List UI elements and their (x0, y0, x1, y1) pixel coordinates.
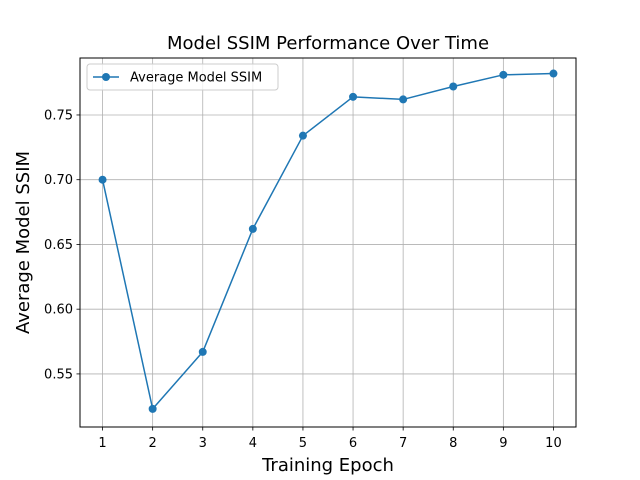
chart-title: Model SSIM Performance Over Time (167, 33, 489, 54)
x-tick-label: 9 (499, 436, 507, 451)
y-tick-label: 0.60 (44, 303, 73, 318)
x-tick-label: 4 (249, 436, 257, 451)
data-point (298, 131, 307, 140)
data-point (98, 175, 107, 184)
x-tick-label: 6 (349, 436, 357, 451)
series-line (101, 72, 554, 410)
x-tick-label: 10 (545, 436, 562, 451)
y-tick-label: 0.55 (44, 367, 73, 382)
data-point (148, 404, 157, 413)
series-layer (98, 69, 558, 413)
x-tick-label: 7 (399, 436, 407, 451)
data-point (449, 82, 458, 91)
data-point (198, 347, 207, 356)
legend-entry-label: Average Model SSIM (130, 71, 262, 86)
y-tick-label: 0.70 (44, 173, 73, 188)
data-point (349, 92, 358, 101)
data-point (549, 69, 558, 78)
x-axis-label: Training Epoch (261, 455, 394, 476)
data-point (248, 224, 257, 233)
x-axis-ticks: 1 2 3 4 5 6 7 8 9 10 (98, 427, 562, 451)
x-tick-label: 8 (449, 436, 457, 451)
x-tick-label: 1 (98, 436, 106, 451)
y-tick-label: 0.65 (44, 238, 73, 253)
y-axis-label: Average Model SSIM (13, 151, 34, 334)
grid-lines (80, 58, 576, 427)
data-point (399, 95, 408, 104)
x-tick-label: 3 (199, 436, 207, 451)
y-axis-ticks: 0.55 0.60 0.65 0.70 0.75 (44, 108, 80, 382)
x-tick-label: 2 (149, 436, 157, 451)
legend-box (86, 63, 279, 91)
plot-area-frame (79, 57, 577, 428)
legend: Average Model SSIM (86, 63, 279, 91)
x-tick-label: 5 (299, 436, 307, 451)
y-tick-label: 0.75 (44, 108, 73, 123)
legend-marker-swatch (102, 73, 110, 81)
data-point (499, 70, 508, 79)
